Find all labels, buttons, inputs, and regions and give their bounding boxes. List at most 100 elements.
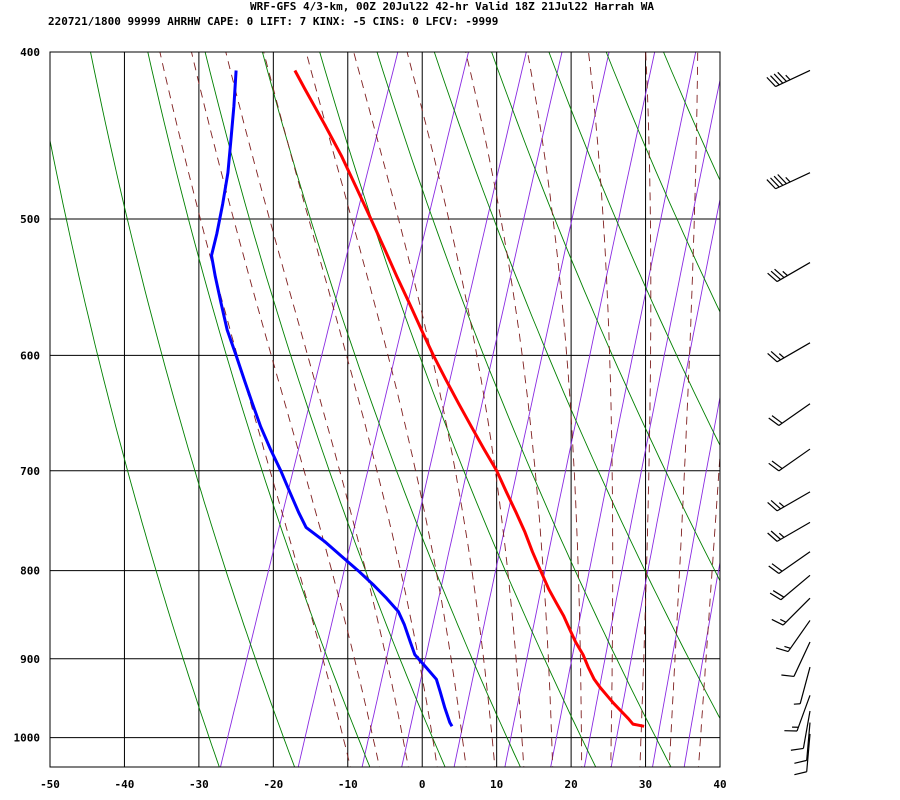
wind-barb <box>794 733 811 776</box>
x-tick-label: -40 <box>115 778 135 791</box>
dry-adiabat <box>50 138 220 767</box>
x-tick-label: -10 <box>338 778 358 791</box>
y-axis-tick-labels: 400 500 600 700 800 900 1000 <box>14 46 41 745</box>
moist-adiabat <box>353 52 496 767</box>
y-tick-label: 900 <box>20 653 40 666</box>
sounding-profiles <box>210 69 645 728</box>
wind-barb-flag <box>775 647 789 653</box>
wind-barb-flag <box>781 674 795 678</box>
wind-barb-half-flag <box>778 532 785 538</box>
wind-barb-half-flag <box>785 74 791 81</box>
dry-adiabat <box>433 52 720 720</box>
wind-barb <box>766 172 811 190</box>
wind-barb <box>768 448 811 472</box>
mixing-ratio-line <box>504 52 656 767</box>
dry-adiabat <box>663 52 720 182</box>
mixing-ratio-line <box>550 52 697 767</box>
wind-barb-flag <box>767 501 778 512</box>
wind-barb-staff <box>778 551 811 575</box>
wind-barb-staff <box>776 342 811 363</box>
wind-barb-flag <box>770 499 781 510</box>
dry-adiabat <box>491 52 720 582</box>
dry-adiabat <box>147 52 371 767</box>
wind-barb-flag <box>770 270 781 281</box>
wind-barb <box>767 262 811 283</box>
wind-barb-flag <box>770 530 781 540</box>
moist-adiabat <box>465 52 554 767</box>
wind-barb-flag <box>771 415 783 424</box>
wind-barb <box>784 695 811 732</box>
x-tick-label: 30 <box>639 778 652 791</box>
dry-adiabat <box>769 33 900 774</box>
wind-barb <box>767 491 811 512</box>
wind-barb <box>768 403 811 426</box>
dry-adiabat <box>826 33 900 774</box>
wind-barb-flag <box>767 532 778 542</box>
wind-barb-flag <box>794 771 807 776</box>
moist-adiabat <box>698 448 720 767</box>
wind-barb-staff <box>776 262 811 283</box>
dry-adiabat-lines <box>50 33 900 774</box>
wind-barb-flag <box>766 76 776 87</box>
dry-adiabat <box>90 52 296 767</box>
moist-adiabat <box>668 52 699 767</box>
dry-adiabat <box>883 33 900 774</box>
wind-barb-flag <box>768 565 780 575</box>
wind-barbs <box>766 69 811 776</box>
wind-barb <box>793 666 811 705</box>
mixing-ratio-line <box>610 197 720 767</box>
wind-barb <box>768 551 811 575</box>
x-tick-label: 40 <box>713 778 726 791</box>
wind-barb-staff <box>776 521 811 542</box>
wind-barb-flag <box>770 350 781 361</box>
wind-barb-flag <box>773 175 784 186</box>
wind-barb <box>767 521 811 542</box>
moist-adiabat <box>225 52 409 767</box>
mixing-ratio-line <box>652 394 720 767</box>
wind-barb-staff <box>780 574 811 601</box>
wind-barb <box>790 710 811 751</box>
wind-barb <box>781 641 811 678</box>
wind-barb-staff <box>802 710 811 749</box>
wind-barb-flag <box>766 179 776 190</box>
isotherm-lines <box>50 52 720 767</box>
wind-barb <box>794 722 811 764</box>
dewpoint-profile-line <box>210 70 454 728</box>
wind-barb-staff <box>799 666 811 704</box>
y-tick-label: 700 <box>20 465 40 478</box>
wind-barb-staff <box>782 597 811 626</box>
wind-barb-flag <box>768 417 780 426</box>
x-tick-label: 0 <box>419 778 426 791</box>
wind-barb <box>771 597 811 626</box>
moist-adiabat <box>191 52 380 767</box>
wind-barb-staff <box>776 491 811 512</box>
wind-barb-staff <box>806 722 811 761</box>
wind-barb-flag <box>771 563 783 572</box>
dry-adiabat <box>605 52 720 314</box>
wind-barb-flag <box>767 352 778 363</box>
wind-barb-flag <box>771 460 783 470</box>
wind-barb-flag <box>769 592 782 601</box>
y-tick-label: 400 <box>20 46 40 59</box>
wind-barb-staff <box>787 620 811 652</box>
wind-barb <box>766 69 811 88</box>
y-tick-label: 1000 <box>14 732 41 745</box>
x-tick-label: 10 <box>490 778 503 791</box>
wind-barb-flag <box>768 462 780 472</box>
wind-barb-half-flag <box>780 618 787 623</box>
wind-barb-flag <box>790 747 804 751</box>
wind-barb-flag <box>794 759 807 764</box>
moist-adiabat <box>263 52 438 767</box>
wind-barb-flag <box>771 618 784 626</box>
wind-barb-flag <box>767 272 778 283</box>
wind-barb <box>767 342 811 363</box>
mixing-ratio-line <box>361 52 527 767</box>
moist-adiabat <box>588 52 614 767</box>
y-tick-label: 500 <box>20 213 40 226</box>
mixing-ratio-lines <box>220 52 720 767</box>
wind-barb-staff <box>793 641 811 677</box>
wind-barb-staff <box>775 69 811 88</box>
mixing-ratio-line <box>401 52 563 767</box>
wind-barb-half-flag <box>778 353 785 359</box>
dry-adiabat <box>548 52 720 447</box>
